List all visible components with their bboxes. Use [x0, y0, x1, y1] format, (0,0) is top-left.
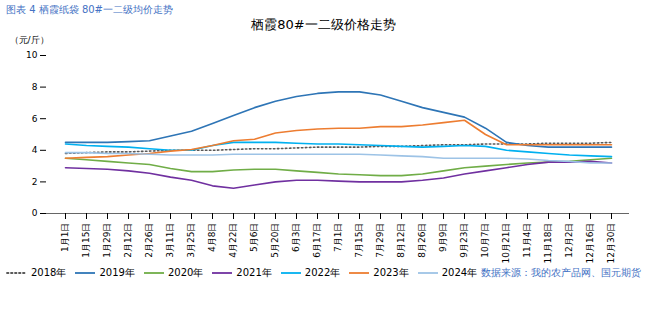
- svg-text:8: 8: [32, 82, 38, 92]
- svg-text:3月25日: 3月25日: [186, 223, 196, 258]
- svg-text:4: 4: [32, 145, 38, 155]
- svg-text:11月4日: 11月4日: [522, 223, 532, 258]
- svg-text:5月6日: 5月6日: [249, 223, 259, 252]
- svg-text:2月26日: 2月26日: [144, 223, 154, 258]
- svg-text:10月21日: 10月21日: [501, 223, 511, 264]
- svg-text:10月7日: 10月7日: [480, 223, 490, 258]
- svg-text:2: 2: [32, 177, 38, 187]
- svg-text:5月20日: 5月20日: [270, 223, 280, 258]
- svg-text:12月16日: 12月16日: [585, 223, 595, 264]
- svg-text:4月22日: 4月22日: [228, 223, 238, 258]
- html-text:2019年: 2019年: [99, 267, 135, 278]
- svg-text:4月8日: 4月8日: [207, 223, 217, 252]
- svg-text:8月12日: 8月12日: [396, 223, 406, 258]
- svg-text:11月18日: 11月18日: [543, 223, 553, 264]
- svg-text:7月15日: 7月15日: [354, 223, 364, 258]
- svg-text:1月15日: 1月15日: [81, 223, 91, 258]
- svg-text:7月29日: 7月29日: [375, 223, 385, 258]
- svg-text:0: 0: [32, 208, 38, 218]
- svg-text:6月17日: 6月17日: [312, 223, 322, 258]
- svg-text:6: 6: [32, 114, 38, 124]
- svg-text:2月12日: 2月12日: [123, 223, 133, 258]
- svg-text:1月29日: 1月29日: [102, 223, 112, 258]
- svg-text:7月1日: 7月1日: [333, 223, 343, 252]
- svg-text:12月30日: 12月30日: [606, 223, 616, 264]
- html-text:2022年: 2022年: [304, 267, 341, 278]
- svg-text:8月26日: 8月26日: [417, 223, 427, 258]
- svg-text:9月23日: 9月23日: [459, 223, 469, 258]
- svg-text:1月1日: 1月1日: [60, 223, 70, 252]
- html-text:图表 4 栖霞纸袋 80#一二级均价走势: 图表 4 栖霞纸袋 80#一二级均价走势: [6, 4, 173, 15]
- svg-text:10: 10: [26, 50, 38, 60]
- html-text:栖霞80#一二级价格走势: 栖霞80#一二级价格走势: [251, 17, 396, 32]
- svg-text:（元/斤）: （元/斤）: [10, 35, 49, 45]
- html-text:2018年: 2018年: [31, 267, 67, 278]
- svg-text:3月11日: 3月11日: [165, 223, 175, 258]
- html-text:2024年 数据来源：我的农产品网、国元期货: 2024年 数据来源：我的农产品网、国元期货: [441, 267, 641, 278]
- html-text:2021年: 2021年: [236, 267, 272, 278]
- html-text:2023年: 2023年: [373, 267, 409, 278]
- svg-text:6月3日: 6月3日: [291, 223, 301, 252]
- html-text:2020年: 2020年: [167, 267, 204, 278]
- svg-text:12月2日: 12月2日: [564, 223, 574, 258]
- svg-text:9月9日: 9月9日: [438, 223, 448, 252]
